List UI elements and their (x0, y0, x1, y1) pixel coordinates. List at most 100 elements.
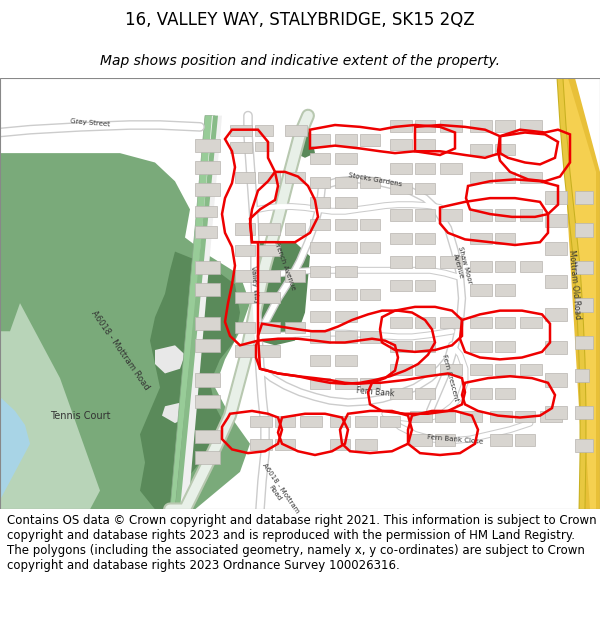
Polygon shape (0, 303, 100, 509)
Bar (575, 406, 593, 419)
Text: A6018 - Mottram
Road: A6018 - Mottram Road (256, 462, 301, 519)
Bar (540, 411, 562, 422)
Text: Stocks Gardens: Stocks Gardens (348, 172, 402, 187)
Bar (230, 125, 252, 136)
Text: Fern Bank: Fern Bank (356, 386, 394, 398)
Bar (195, 373, 220, 386)
Bar (335, 331, 357, 342)
Bar (258, 292, 280, 303)
Bar (495, 232, 515, 244)
Bar (390, 209, 412, 221)
Bar (310, 331, 330, 342)
Bar (495, 209, 515, 221)
Bar (195, 183, 220, 196)
Bar (515, 434, 535, 446)
Bar (415, 139, 435, 150)
Polygon shape (175, 116, 218, 509)
Bar (335, 134, 357, 146)
Bar (390, 139, 412, 150)
Bar (335, 242, 357, 254)
Bar (470, 364, 492, 375)
Bar (575, 223, 593, 236)
Bar (390, 232, 412, 244)
Bar (310, 378, 330, 389)
Polygon shape (250, 242, 310, 345)
Bar (195, 395, 220, 408)
Bar (440, 209, 462, 221)
Bar (575, 336, 593, 349)
Bar (415, 317, 435, 329)
Bar (415, 209, 435, 221)
Bar (235, 172, 255, 183)
Bar (470, 261, 492, 272)
Bar (520, 172, 542, 183)
Bar (390, 364, 412, 375)
Polygon shape (170, 116, 215, 509)
Bar (258, 245, 280, 256)
Bar (335, 153, 357, 164)
Bar (495, 364, 515, 375)
Text: Grey Street: Grey Street (70, 118, 110, 128)
Bar (195, 161, 220, 174)
Bar (195, 282, 220, 296)
Bar (230, 142, 252, 153)
Bar (235, 322, 255, 333)
Bar (235, 292, 255, 303)
Bar (470, 120, 492, 131)
Bar (435, 434, 455, 446)
Bar (520, 317, 542, 329)
Bar (390, 162, 412, 174)
Bar (355, 439, 377, 450)
Bar (360, 219, 380, 230)
Bar (258, 345, 280, 356)
Bar (330, 416, 350, 427)
Bar (390, 388, 412, 399)
Bar (310, 219, 330, 230)
Bar (495, 120, 515, 131)
Bar (380, 416, 400, 427)
Text: Contains OS data © Crown copyright and database right 2021. This information is : Contains OS data © Crown copyright and d… (7, 514, 597, 572)
Bar (520, 120, 542, 131)
Bar (495, 144, 515, 155)
Bar (415, 120, 435, 131)
Bar (195, 206, 217, 217)
Bar (415, 280, 435, 291)
Bar (470, 209, 492, 221)
Bar (440, 120, 462, 131)
Bar (195, 339, 220, 352)
Bar (495, 261, 515, 272)
Text: Map shows position and indicative extent of the property.: Map shows position and indicative extent… (100, 54, 500, 68)
Bar (470, 317, 492, 329)
Bar (360, 134, 380, 146)
Bar (195, 226, 217, 238)
Bar (330, 439, 350, 450)
Text: A6018 - Mottram Road: A6018 - Mottram Road (89, 309, 151, 391)
Bar (545, 191, 567, 204)
Bar (310, 355, 330, 366)
Bar (495, 317, 515, 329)
Bar (520, 261, 542, 272)
Text: Fern Crescent: Fern Crescent (441, 354, 459, 402)
Bar (545, 341, 567, 354)
Bar (310, 242, 330, 254)
Bar (495, 341, 515, 352)
Bar (335, 311, 357, 322)
Text: Mottram Old Road: Mottram Old Road (568, 249, 583, 319)
Bar (390, 256, 412, 268)
Bar (310, 153, 330, 164)
Bar (255, 142, 273, 151)
Bar (285, 270, 305, 281)
Bar (235, 270, 255, 281)
Bar (360, 331, 380, 342)
Bar (195, 430, 220, 442)
Text: Valley Way: Valley Way (250, 265, 260, 304)
Polygon shape (560, 78, 600, 509)
Bar (300, 416, 322, 427)
Bar (310, 289, 330, 300)
Bar (410, 434, 432, 446)
Polygon shape (0, 153, 250, 509)
Bar (335, 219, 357, 230)
Bar (258, 172, 280, 183)
Bar (545, 242, 567, 255)
Polygon shape (162, 401, 190, 423)
